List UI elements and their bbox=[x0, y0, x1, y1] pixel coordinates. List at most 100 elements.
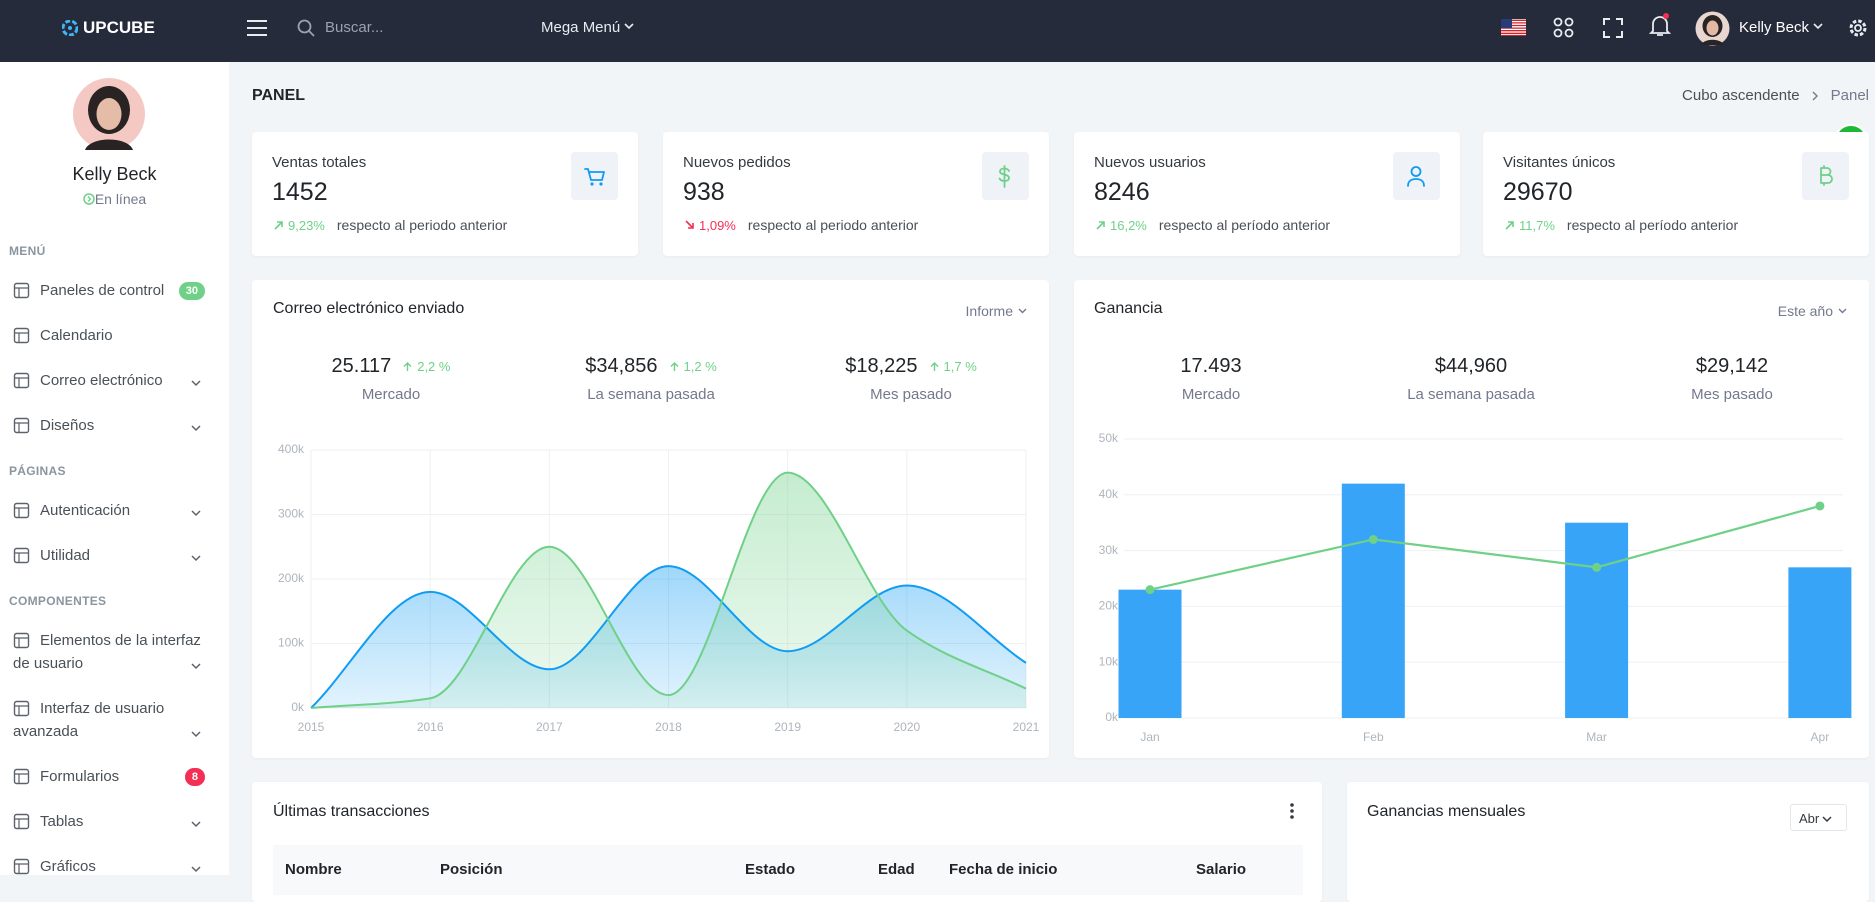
nav-icon bbox=[13, 858, 30, 875]
stat-title: Ventas totales bbox=[272, 154, 367, 171]
summary-change-row: 2,2 % bbox=[403, 359, 450, 374]
nav-icon-shape bbox=[13, 417, 30, 434]
email-card: Correo electrónico enviado Informe bbox=[252, 280, 1049, 758]
nav-item[interactable]: Interfaz de usuario avanzada bbox=[0, 686, 229, 754]
summary-item: $29,142 Mes pasado bbox=[1602, 355, 1862, 403]
email-card-title: Correo electrónico enviado bbox=[273, 300, 465, 317]
breadcrumb-item[interactable]: Cubo ascendente bbox=[1682, 87, 1800, 104]
stat-note: respecto al período anterior bbox=[1566, 217, 1739, 233]
nav-item[interactable]: Autenticación bbox=[0, 488, 229, 533]
fullscreen-icon[interactable] bbox=[1603, 18, 1623, 38]
trend-arrow-path bbox=[1096, 221, 1105, 230]
user-name[interactable]: Kelly Beck bbox=[1739, 19, 1810, 36]
nav-item[interactable]: Paneles de control 30 bbox=[0, 268, 229, 313]
logo: UPCUBE bbox=[83, 18, 155, 37]
summary-item: $44,960 La semana pasada bbox=[1341, 355, 1601, 403]
user-avatar[interactable] bbox=[1695, 11, 1730, 46]
flag-icon[interactable] bbox=[1501, 19, 1526, 36]
stat-icon bbox=[998, 165, 1010, 188]
nav-icon-detail bbox=[14, 377, 29, 388]
logo-icon bbox=[62, 20, 78, 36]
nav-icon-detail bbox=[14, 818, 29, 829]
nav-icon bbox=[13, 372, 30, 389]
summary-value-row: $34,856 1,2 % bbox=[521, 355, 781, 378]
summary-value: $29,142 bbox=[1695, 355, 1769, 377]
stat-card: Ventas totales 1452 9,23% respecto al perio… bbox=[252, 132, 638, 256]
profit-menu[interactable]: Este año bbox=[1777, 303, 1833, 319]
nav-chevron-path bbox=[191, 821, 201, 828]
nav-badge: 8 bbox=[184, 768, 205, 786]
search-input[interactable]: Buscar... bbox=[325, 19, 384, 36]
stat-icon-box bbox=[982, 152, 1029, 200]
email-menu[interactable]: Informe bbox=[965, 303, 1013, 319]
trend-arrow bbox=[1505, 221, 1514, 230]
apps-icon[interactable] bbox=[1553, 17, 1574, 38]
trend-arrow-path bbox=[274, 221, 283, 230]
mega-menu[interactable]: Mega Menú bbox=[541, 19, 621, 36]
stat-icon-wheel bbox=[599, 182, 603, 186]
profit-card-title: Ganancia bbox=[1094, 300, 1163, 317]
stat-change-row: 1,09% respecto al periodo anterior bbox=[683, 217, 918, 233]
nav-section-title: MENÚ bbox=[9, 244, 46, 258]
status-icon bbox=[83, 193, 95, 205]
summary-item: 17.493 Mercado bbox=[1081, 355, 1341, 403]
summary-arrow-path bbox=[670, 361, 679, 371]
summary-arrow bbox=[670, 361, 679, 371]
summary-arrow bbox=[403, 361, 412, 371]
email-menu-chevron bbox=[1018, 308, 1027, 314]
nav-chevron-path bbox=[191, 731, 201, 738]
table-column-header: Salario bbox=[1196, 861, 1247, 878]
nav-icon-detail bbox=[14, 287, 29, 298]
transactions-title: Últimas transacciones bbox=[273, 803, 430, 820]
transactions-menu[interactable] bbox=[1289, 802, 1295, 820]
search-icon bbox=[297, 19, 315, 37]
nav-item[interactable]: Calendario bbox=[0, 313, 229, 358]
nav-label: Diseños bbox=[40, 417, 95, 434]
transactions-card: Últimas transacciones Nombre Posición Esta… bbox=[252, 782, 1322, 902]
stat-card: Nuevos usuarios 8246 16,2% respecto al perí… bbox=[1074, 132, 1460, 256]
nav-item[interactable]: Gráficos bbox=[0, 844, 229, 889]
nav-item[interactable]: Diseños bbox=[0, 403, 229, 448]
table-column-header: Nombre bbox=[285, 861, 342, 878]
summary-value-row: $29,142 bbox=[1602, 355, 1862, 378]
stat-icon-box bbox=[571, 152, 618, 200]
notifications-icon[interactable] bbox=[1649, 12, 1671, 38]
nav-label: Autenticación bbox=[40, 502, 131, 519]
monthly-menu[interactable]: Abr bbox=[1790, 804, 1847, 831]
monthly-menu-label: Abr bbox=[1799, 811, 1820, 826]
sidebar: Kelly Beck En línea MENÚ Paneles de contr… bbox=[0, 62, 229, 875]
monthly-menu-chevron bbox=[1822, 816, 1832, 823]
summary-value-row: $18,225 1,7 % bbox=[781, 355, 1041, 378]
nav-item[interactable]: Formularios 8 bbox=[0, 754, 229, 799]
nav-label: Calendario bbox=[40, 327, 113, 344]
settings-icon[interactable] bbox=[1847, 17, 1869, 39]
nav-item[interactable]: Tablas bbox=[0, 799, 229, 844]
stat-icon bbox=[1820, 165, 1833, 186]
nav-label: Elementos de la interfaz de usuario bbox=[13, 632, 201, 672]
nav-item[interactable]: Correo electrónico bbox=[0, 358, 229, 403]
stat-change: 16,2% bbox=[1110, 217, 1147, 233]
stat-value: 29670 bbox=[1503, 178, 1573, 206]
nav-label: Interfaz de usuario avanzada bbox=[13, 700, 165, 740]
nav-item[interactable]: Utilidad bbox=[0, 533, 229, 578]
nav-icon bbox=[13, 547, 30, 564]
breadcrumb-item[interactable]: Panel bbox=[1830, 87, 1869, 104]
summary-change: 1,2 % bbox=[683, 359, 717, 374]
summary-label: Mercado bbox=[1181, 386, 1241, 403]
summary-value: 25.117 bbox=[331, 355, 392, 377]
stat-change: 11,7% bbox=[1519, 217, 1555, 233]
nav-icon bbox=[13, 327, 30, 344]
stat-title: Visitantes únicos bbox=[1503, 154, 1616, 171]
summary-change-row: 1,2 % bbox=[670, 359, 717, 374]
stat-note: respecto al período anterior bbox=[1158, 217, 1331, 233]
stat-icon-path bbox=[584, 168, 605, 181]
nav-chevron bbox=[191, 425, 201, 432]
table-header: Nombre Posición Estado Edad Fecha de inicio S… bbox=[273, 845, 1303, 895]
nav-item[interactable]: Elementos de la interfaz de usuario bbox=[0, 618, 229, 686]
nav-icon-shape bbox=[13, 768, 30, 785]
nav-icon-shape bbox=[13, 282, 30, 299]
stat-icon bbox=[584, 168, 605, 186]
menu-toggle[interactable] bbox=[246, 18, 268, 38]
breadcrumb: Cubo ascendente Panel bbox=[1682, 87, 1869, 104]
stat-change: 1,09% bbox=[699, 217, 736, 233]
